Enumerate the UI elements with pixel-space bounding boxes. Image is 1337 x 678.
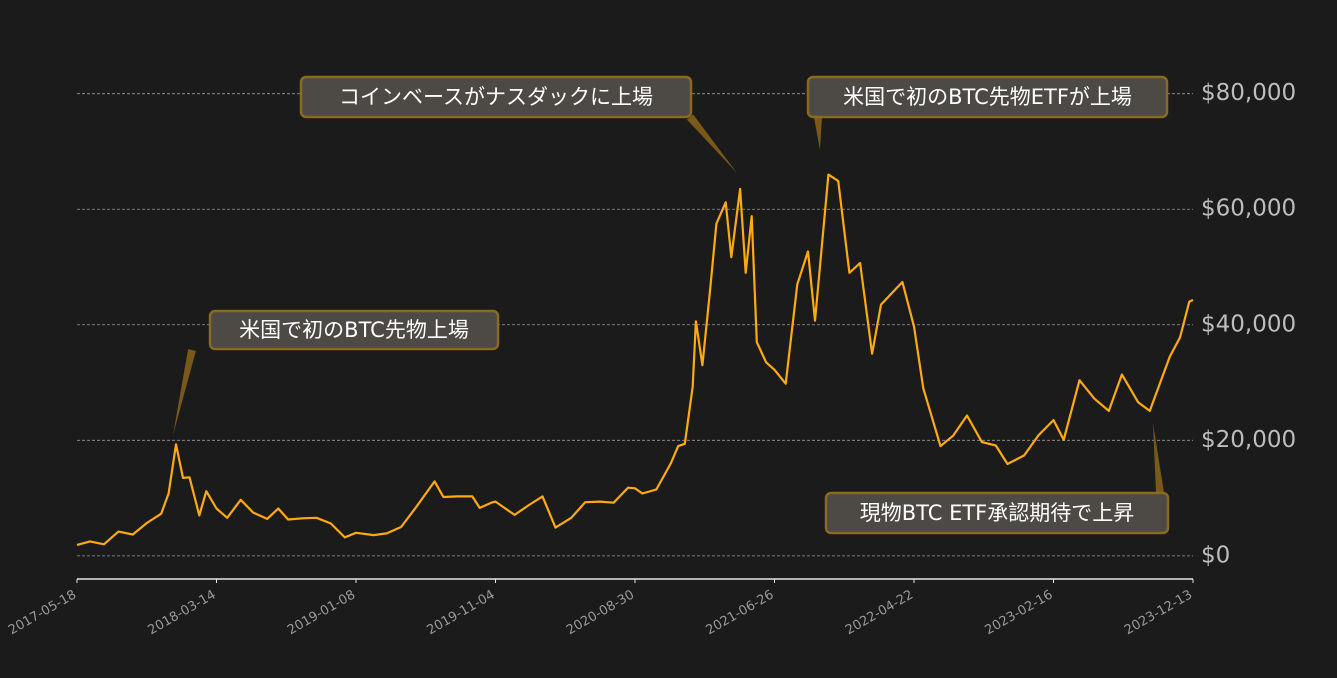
annotation-box xyxy=(208,309,500,351)
annotation-text: 現物BTC ETF承認期待で上昇 xyxy=(860,501,1135,525)
annotation-text: 米国で初のBTC先物上場 xyxy=(239,318,469,342)
annotation: 米国で初のBTC先物ETFが上場 xyxy=(806,75,1169,150)
annotation-text: コインベースがナスダックに上場 xyxy=(339,85,653,109)
annotation: 現物BTC ETF承認期待で上昇 xyxy=(824,423,1170,535)
annotation: 米国で初のBTC先物上場 xyxy=(173,309,500,435)
annotation-box xyxy=(824,491,1170,535)
y-tick-label: $20,000 xyxy=(1201,427,1296,453)
annotation-arrow xyxy=(1153,423,1164,494)
annotation-box xyxy=(299,75,693,119)
annotation-arrow xyxy=(814,116,822,150)
y-tick-label: $60,000 xyxy=(1201,196,1296,222)
annotation: コインベースがナスダックに上場 xyxy=(299,75,737,173)
annotation-box xyxy=(806,75,1169,119)
y-tick-label: $0 xyxy=(1201,542,1230,568)
annotation-arrow xyxy=(686,114,737,173)
annotation-arrow xyxy=(173,349,196,435)
y-tick-label: $80,000 xyxy=(1201,80,1296,106)
y-tick-label: $40,000 xyxy=(1201,311,1296,337)
price-line xyxy=(76,173,1194,546)
annotation-text: 米国で初のBTC先物ETFが上場 xyxy=(843,85,1132,109)
